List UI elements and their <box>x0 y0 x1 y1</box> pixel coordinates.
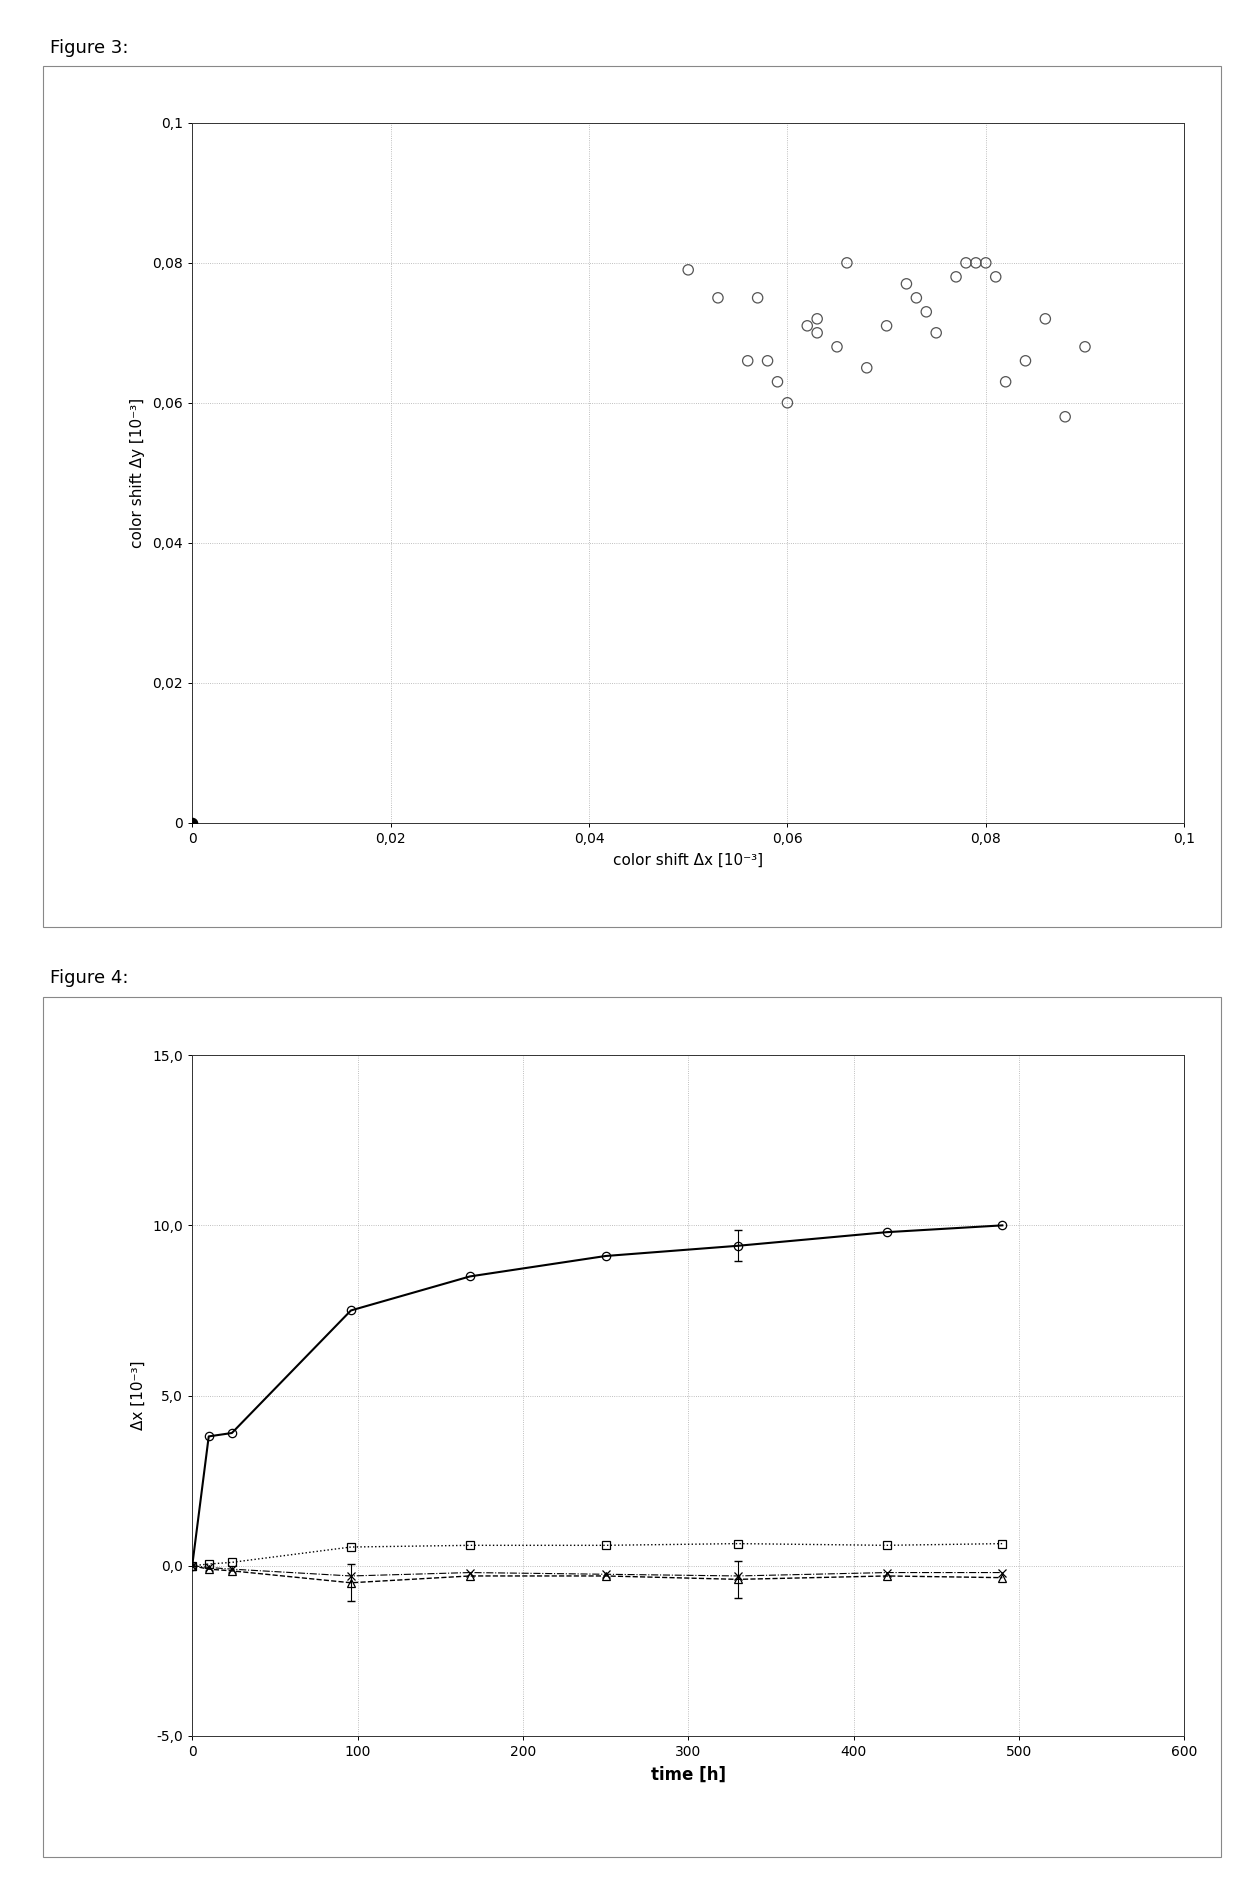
Point <box>797 310 817 340</box>
Point <box>738 346 758 376</box>
Y-axis label: color shift Δy [10⁻³]: color shift Δy [10⁻³] <box>130 397 145 548</box>
Point <box>956 248 976 278</box>
X-axis label: color shift Δx [10⁻³]: color shift Δx [10⁻³] <box>613 853 764 868</box>
Point <box>916 297 936 327</box>
Point <box>986 261 1006 291</box>
Point <box>976 248 996 278</box>
Point <box>1055 401 1075 431</box>
Point <box>897 269 916 299</box>
Point <box>857 352 877 382</box>
Point <box>837 248 857 278</box>
Point <box>906 282 926 312</box>
Point <box>1016 346 1035 376</box>
Point <box>946 261 966 291</box>
Point <box>807 318 827 348</box>
Point <box>807 304 827 335</box>
Point <box>182 807 202 838</box>
Point <box>966 248 986 278</box>
Point <box>768 367 787 397</box>
X-axis label: time [h]: time [h] <box>651 1766 725 1783</box>
Text: Figure 4:: Figure 4: <box>50 968 128 987</box>
Point <box>708 282 728 312</box>
Point <box>996 367 1016 397</box>
Point <box>877 310 897 340</box>
Point <box>1035 304 1055 335</box>
Y-axis label: Δx [10⁻³]: Δx [10⁻³] <box>130 1362 145 1430</box>
Text: Figure 3:: Figure 3: <box>50 38 128 57</box>
Point <box>926 318 946 348</box>
Point <box>1075 331 1095 361</box>
Point <box>777 388 797 418</box>
Point <box>748 282 768 312</box>
Point <box>827 331 847 361</box>
Point <box>678 255 698 286</box>
Point <box>758 346 777 376</box>
